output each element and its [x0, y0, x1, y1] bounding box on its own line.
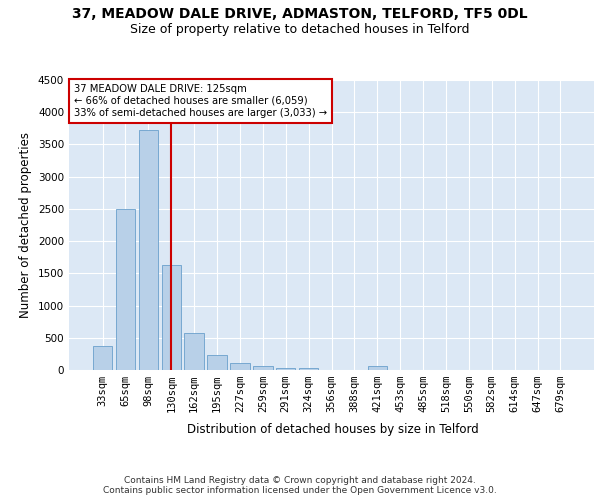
Bar	[299, 368, 319, 370]
Text: Size of property relative to detached houses in Telford: Size of property relative to detached ho…	[130, 22, 470, 36]
Bar	[139, 130, 158, 370]
Bar	[208, 355, 227, 370]
Bar	[276, 368, 295, 370]
Bar	[93, 346, 112, 370]
Bar	[253, 366, 272, 370]
Text: Contains HM Land Registry data © Crown copyright and database right 2024.
Contai: Contains HM Land Registry data © Crown c…	[103, 476, 497, 495]
Bar	[230, 363, 250, 370]
Text: 37, MEADOW DALE DRIVE, ADMASTON, TELFORD, TF5 0DL: 37, MEADOW DALE DRIVE, ADMASTON, TELFORD…	[72, 8, 528, 22]
Text: Distribution of detached houses by size in Telford: Distribution of detached houses by size …	[187, 422, 479, 436]
Bar	[184, 332, 204, 370]
Bar	[116, 209, 135, 370]
Y-axis label: Number of detached properties: Number of detached properties	[19, 132, 32, 318]
Bar	[161, 265, 181, 370]
Text: 37 MEADOW DALE DRIVE: 125sqm
← 66% of detached houses are smaller (6,059)
33% of: 37 MEADOW DALE DRIVE: 125sqm ← 66% of de…	[74, 84, 328, 117]
Bar	[368, 366, 387, 370]
